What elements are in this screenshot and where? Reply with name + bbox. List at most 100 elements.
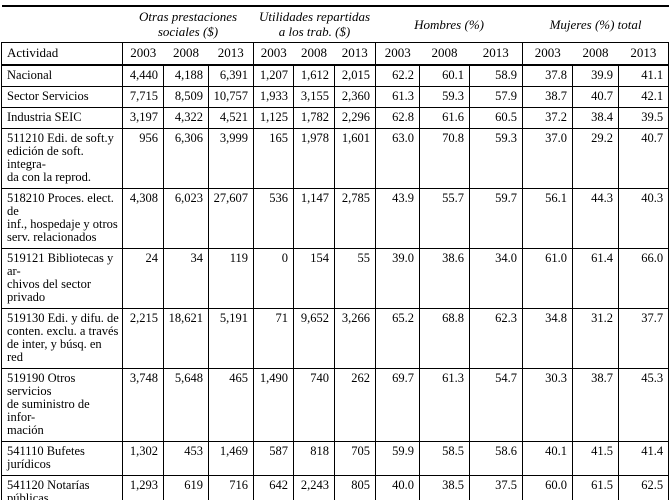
value-cell: 2,215 bbox=[122, 308, 164, 369]
value-cell: 55 bbox=[333, 248, 377, 309]
value-cell: 34 bbox=[163, 248, 209, 309]
value-cell: 34.8 bbox=[522, 308, 574, 369]
value-cell: 805 bbox=[333, 475, 377, 500]
value-cell: 60.5 bbox=[469, 107, 524, 129]
value-cell: 62.3 bbox=[469, 308, 524, 369]
value-cell: 59.3 bbox=[469, 128, 524, 189]
group-header: Mujeres (%) total bbox=[522, 5, 669, 43]
year-header: 2013 bbox=[334, 42, 376, 66]
value-cell: 38.5 bbox=[419, 475, 471, 500]
value-cell: 1,612 bbox=[293, 64, 335, 87]
value-cell: 4,521 bbox=[208, 107, 254, 129]
year-header: 2008 bbox=[419, 42, 470, 66]
value-cell: 61.3 bbox=[419, 368, 471, 442]
table-row: 519190 Otros servicios de suministro de … bbox=[1, 368, 670, 442]
value-cell: 536 bbox=[253, 188, 294, 249]
table-row: 541110 Bufetes jurídicos 1,302 453 1,469 587… bbox=[1, 441, 670, 476]
activity-cell: 518210 Proces. elect. de inf., hospedaje… bbox=[1, 188, 123, 249]
table-row: Nacional 4,440 4,188 6,391 1,207 1,612 2,015 62… bbox=[1, 64, 670, 87]
value-cell: 2,015 bbox=[333, 64, 377, 87]
group-header: Otras prestaciones sociales ($) bbox=[122, 5, 254, 43]
year-header: 2013 bbox=[208, 42, 254, 66]
value-cell: 262 bbox=[333, 368, 377, 442]
year-header: 2013 bbox=[618, 42, 670, 66]
value-cell: 37.7 bbox=[618, 308, 670, 369]
value-cell: 587 bbox=[253, 441, 294, 476]
value-cell: 57.9 bbox=[469, 86, 524, 108]
value-cell: 39.0 bbox=[375, 248, 421, 309]
value-cell: 619 bbox=[163, 475, 209, 500]
value-cell: 3,999 bbox=[208, 128, 254, 189]
value-cell: 1,601 bbox=[333, 128, 377, 189]
value-cell: 71 bbox=[253, 308, 294, 369]
value-cell: 9,652 bbox=[293, 308, 335, 369]
value-cell: 61.6 bbox=[419, 107, 471, 129]
value-cell: 40.7 bbox=[618, 128, 670, 189]
value-cell: 165 bbox=[253, 128, 294, 189]
table-row: 518210 Proces. elect. de inf., hospedaje… bbox=[1, 188, 670, 249]
value-cell: 1,207 bbox=[253, 64, 294, 87]
value-cell: 41.1 bbox=[618, 64, 670, 87]
value-cell: 3,266 bbox=[333, 308, 377, 369]
value-cell: 66.0 bbox=[618, 248, 670, 309]
value-cell: 6,023 bbox=[163, 188, 209, 249]
value-cell: 62.2 bbox=[375, 64, 421, 87]
value-cell: 58.5 bbox=[419, 441, 471, 476]
value-cell: 37.5 bbox=[469, 475, 524, 500]
activity-cell: Industria SEIC bbox=[1, 107, 123, 129]
value-cell: 62.5 bbox=[618, 475, 670, 500]
value-cell: 29.2 bbox=[572, 128, 620, 189]
group-header: Hombres (%) bbox=[375, 5, 523, 43]
value-cell: 69.7 bbox=[375, 368, 421, 442]
value-cell: 40.3 bbox=[618, 188, 670, 249]
value-cell: 38.7 bbox=[572, 368, 620, 442]
value-cell: 37.2 bbox=[522, 107, 574, 129]
value-cell: 1,469 bbox=[208, 441, 254, 476]
value-cell: 6,306 bbox=[163, 128, 209, 189]
activity-cell: Nacional bbox=[1, 64, 123, 87]
value-cell: 43.9 bbox=[375, 188, 421, 249]
value-cell: 40.7 bbox=[572, 86, 620, 108]
value-cell: 6,391 bbox=[208, 64, 254, 87]
value-cell: 705 bbox=[333, 441, 377, 476]
value-cell: 27,607 bbox=[208, 188, 254, 249]
value-cell: 42.1 bbox=[618, 86, 670, 108]
value-cell: 38.7 bbox=[522, 86, 574, 108]
value-cell: 1,782 bbox=[293, 107, 335, 129]
table-row: 519121 Bibliotecas y ar- chivos del sect… bbox=[1, 248, 670, 309]
value-cell: 54.7 bbox=[469, 368, 524, 442]
value-cell: 2,785 bbox=[333, 188, 377, 249]
value-cell: 38.4 bbox=[572, 107, 620, 129]
activity-cell: 541110 Bufetes jurídicos bbox=[1, 441, 123, 476]
value-cell: 4,188 bbox=[163, 64, 209, 87]
group-header: Utilidades repartidas a los trab. ($) bbox=[253, 5, 376, 43]
value-cell: 41.5 bbox=[572, 441, 620, 476]
year-header: 2013 bbox=[469, 42, 523, 66]
value-cell: 1,293 bbox=[122, 475, 164, 500]
value-cell: 4,440 bbox=[122, 64, 164, 87]
year-header: 2003 bbox=[253, 42, 294, 66]
value-cell: 1,125 bbox=[253, 107, 294, 129]
value-cell: 1,490 bbox=[253, 368, 294, 442]
activity-cell: 519190 Otros servicios de suministro de … bbox=[1, 368, 123, 442]
value-cell: 18,621 bbox=[163, 308, 209, 369]
table-row: 511210 Edi. de soft.y edición de soft. i… bbox=[1, 128, 670, 189]
value-cell: 59.3 bbox=[419, 86, 471, 108]
value-cell: 31.2 bbox=[572, 308, 620, 369]
year-header: 2003 bbox=[522, 42, 573, 66]
value-cell: 39.5 bbox=[618, 107, 670, 129]
value-cell: 24 bbox=[122, 248, 164, 309]
value-cell: 2,243 bbox=[293, 475, 335, 500]
value-cell: 1,933 bbox=[253, 86, 294, 108]
value-cell: 1,978 bbox=[293, 128, 335, 189]
value-cell: 5,648 bbox=[163, 368, 209, 442]
table-row: Sector Servicios 7,715 8,509 10,757 1,933 3,1… bbox=[1, 86, 670, 108]
value-cell: 10,757 bbox=[208, 86, 254, 108]
value-cell: 8,509 bbox=[163, 86, 209, 108]
value-cell: 30.3 bbox=[522, 368, 574, 442]
value-cell: 4,308 bbox=[122, 188, 164, 249]
value-cell: 3,748 bbox=[122, 368, 164, 442]
value-cell: 62.8 bbox=[375, 107, 421, 129]
value-cell: 58.6 bbox=[469, 441, 524, 476]
activity-statistics-table: Otras prestaciones sociales ($) Utilidade… bbox=[1, 5, 670, 500]
